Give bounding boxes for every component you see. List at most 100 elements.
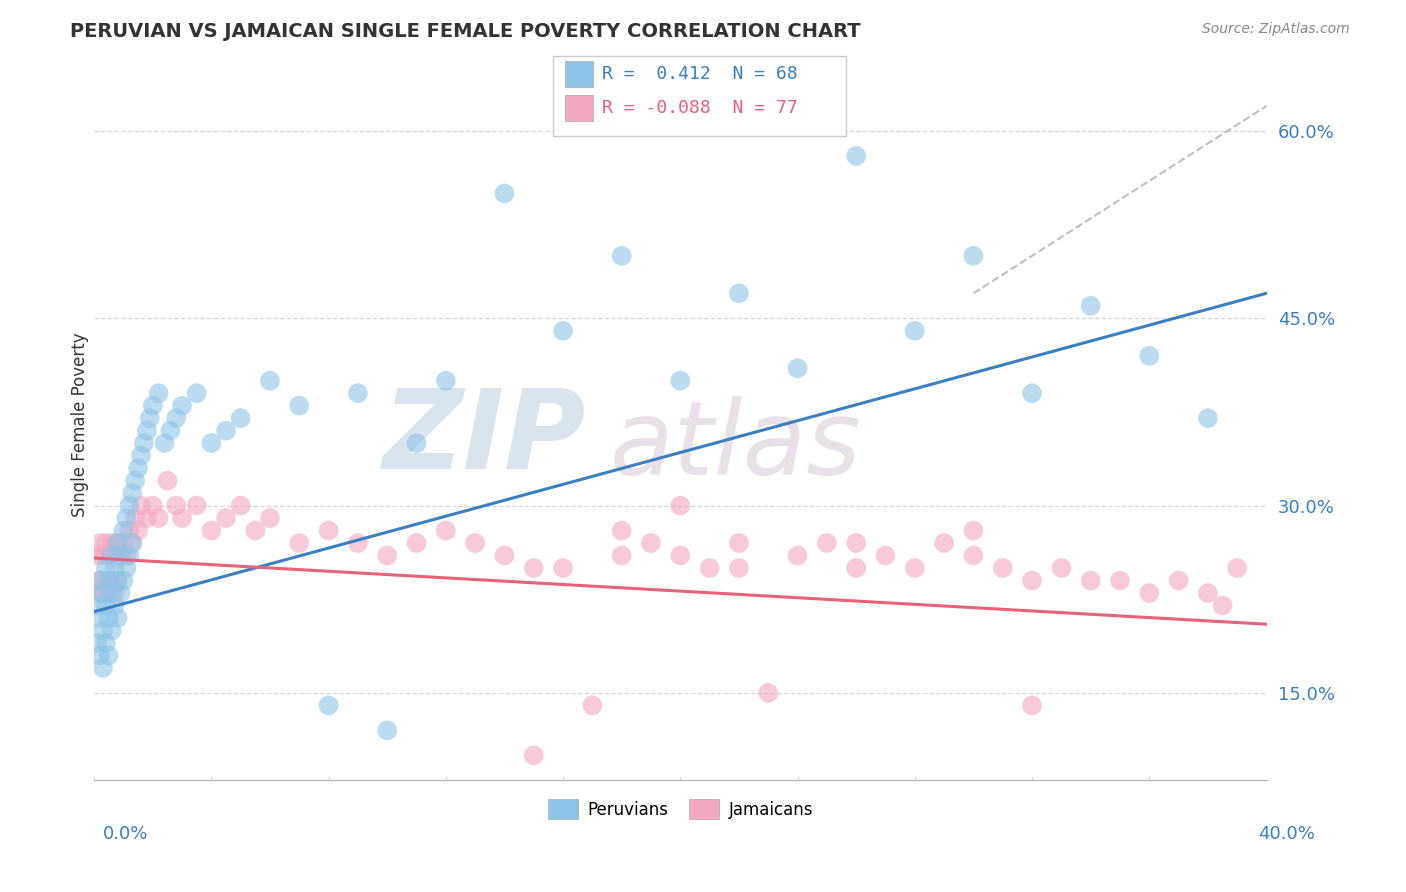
Point — [110, 549, 132, 563]
Point — [318, 698, 340, 713]
Point — [118, 499, 141, 513]
Point — [494, 186, 516, 201]
Point — [112, 536, 135, 550]
Point — [115, 549, 138, 563]
Point — [104, 561, 127, 575]
Point — [124, 511, 146, 525]
Point — [100, 574, 122, 588]
Text: R = -0.088  N = 77: R = -0.088 N = 77 — [602, 99, 797, 117]
Point — [107, 536, 129, 550]
Point — [124, 474, 146, 488]
Point — [1167, 574, 1189, 588]
Point — [347, 386, 370, 401]
Point — [523, 748, 546, 763]
Point — [200, 524, 222, 538]
Point — [110, 549, 132, 563]
Point — [551, 561, 574, 575]
Point — [215, 511, 238, 525]
Text: 40.0%: 40.0% — [1258, 825, 1315, 843]
Text: 0.0%: 0.0% — [103, 825, 148, 843]
Point — [1080, 574, 1102, 588]
Point — [89, 611, 111, 625]
Legend: Peruvians, Jamaicans: Peruvians, Jamaicans — [541, 793, 820, 825]
Point — [148, 511, 170, 525]
Point — [129, 499, 152, 513]
Point — [112, 574, 135, 588]
Point — [91, 661, 114, 675]
Point — [669, 499, 692, 513]
Point — [991, 561, 1014, 575]
Point — [86, 599, 108, 613]
Point — [94, 536, 117, 550]
Point — [434, 374, 457, 388]
Point — [91, 586, 114, 600]
Point — [86, 636, 108, 650]
Point — [100, 536, 122, 550]
Point — [405, 536, 427, 550]
Point — [112, 524, 135, 538]
Point — [200, 436, 222, 450]
Point — [121, 486, 143, 500]
Point — [932, 536, 955, 550]
Point — [786, 549, 808, 563]
Point — [815, 536, 838, 550]
Point — [97, 549, 120, 563]
Point — [405, 436, 427, 450]
Text: Source: ZipAtlas.com: Source: ZipAtlas.com — [1202, 22, 1350, 37]
Point — [104, 549, 127, 563]
Point — [1212, 599, 1234, 613]
Point — [107, 536, 129, 550]
Point — [118, 524, 141, 538]
Point — [699, 561, 721, 575]
Point — [115, 561, 138, 575]
Point — [121, 536, 143, 550]
Point — [962, 249, 984, 263]
Point — [318, 524, 340, 538]
Point — [1050, 561, 1073, 575]
Point — [756, 686, 779, 700]
Point — [118, 549, 141, 563]
Point — [551, 324, 574, 338]
Point — [91, 624, 114, 638]
Point — [962, 524, 984, 538]
Point — [1080, 299, 1102, 313]
Point — [91, 586, 114, 600]
Point — [86, 586, 108, 600]
Point — [669, 549, 692, 563]
Point — [875, 549, 897, 563]
Point — [100, 549, 122, 563]
Point — [97, 648, 120, 663]
Point — [110, 586, 132, 600]
Point — [215, 424, 238, 438]
Point — [100, 586, 122, 600]
Point — [494, 549, 516, 563]
Point — [129, 449, 152, 463]
Point — [375, 723, 398, 738]
Point — [170, 399, 193, 413]
Point — [1021, 386, 1043, 401]
Point — [89, 536, 111, 550]
Point — [104, 586, 127, 600]
Point — [89, 574, 111, 588]
Point — [523, 561, 546, 575]
Text: ZIP: ZIP — [382, 385, 586, 492]
Point — [375, 549, 398, 563]
Point — [229, 411, 252, 425]
Point — [121, 536, 143, 550]
Point — [1109, 574, 1132, 588]
Point — [669, 374, 692, 388]
Point — [132, 436, 155, 450]
Point — [640, 536, 662, 550]
Point — [89, 574, 111, 588]
Point — [347, 536, 370, 550]
Point — [259, 511, 281, 525]
Point — [610, 549, 633, 563]
Point — [845, 536, 868, 550]
Point — [100, 624, 122, 638]
Point — [229, 499, 252, 513]
Point — [97, 574, 120, 588]
Point — [148, 386, 170, 401]
Point — [107, 574, 129, 588]
Point — [165, 411, 187, 425]
Point — [610, 524, 633, 538]
